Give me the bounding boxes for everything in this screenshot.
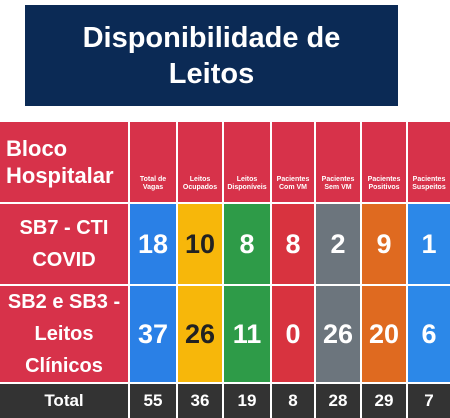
row-label: SB2 e SB3 - Leitos Clínicos: [0, 286, 128, 382]
value-cell: 1: [408, 204, 450, 284]
total-value: 55: [130, 384, 176, 418]
value-cell: 10: [178, 204, 222, 284]
title: Disponibilidade de Leitos: [25, 5, 398, 106]
header-cell: Total de Vagas: [130, 122, 176, 202]
value-cell: 8: [272, 204, 314, 284]
header-cell: Pacientes Sem VM: [316, 122, 360, 202]
total-value: 29: [362, 384, 406, 418]
value-cell: 9: [362, 204, 406, 284]
total-value: 19: [224, 384, 270, 418]
header-cell: Leitos Ocupados: [178, 122, 222, 202]
header-cell: Pacientes Suspeitos: [408, 122, 450, 202]
value-cell: 0: [272, 286, 314, 382]
value-cell: 37: [130, 286, 176, 382]
value-cell: 26: [178, 286, 222, 382]
value-cell: 6: [408, 286, 450, 382]
total-value: 7: [408, 384, 450, 418]
row-label: SB7 - CTI COVID: [0, 204, 128, 284]
value-cell: 8: [224, 204, 270, 284]
total-label: Total: [0, 384, 128, 418]
total-value: 28: [316, 384, 360, 418]
total-value: 8: [272, 384, 314, 418]
value-cell: 11: [224, 286, 270, 382]
total-value: 36: [178, 384, 222, 418]
value-cell: 18: [130, 204, 176, 284]
beds-table: Bloco Hospitalar Total de Vagas Leitos Ocu…: [0, 122, 450, 418]
header-cell: Leitos Disponíveis: [224, 122, 270, 202]
header-cell: Bloco Hospitalar: [0, 122, 128, 202]
value-cell: 2: [316, 204, 360, 284]
value-cell: 20: [362, 286, 406, 382]
header-cell: Pacientes Com VM: [272, 122, 314, 202]
value-cell: 26: [316, 286, 360, 382]
header-cell: Pacientes Positivos: [362, 122, 406, 202]
